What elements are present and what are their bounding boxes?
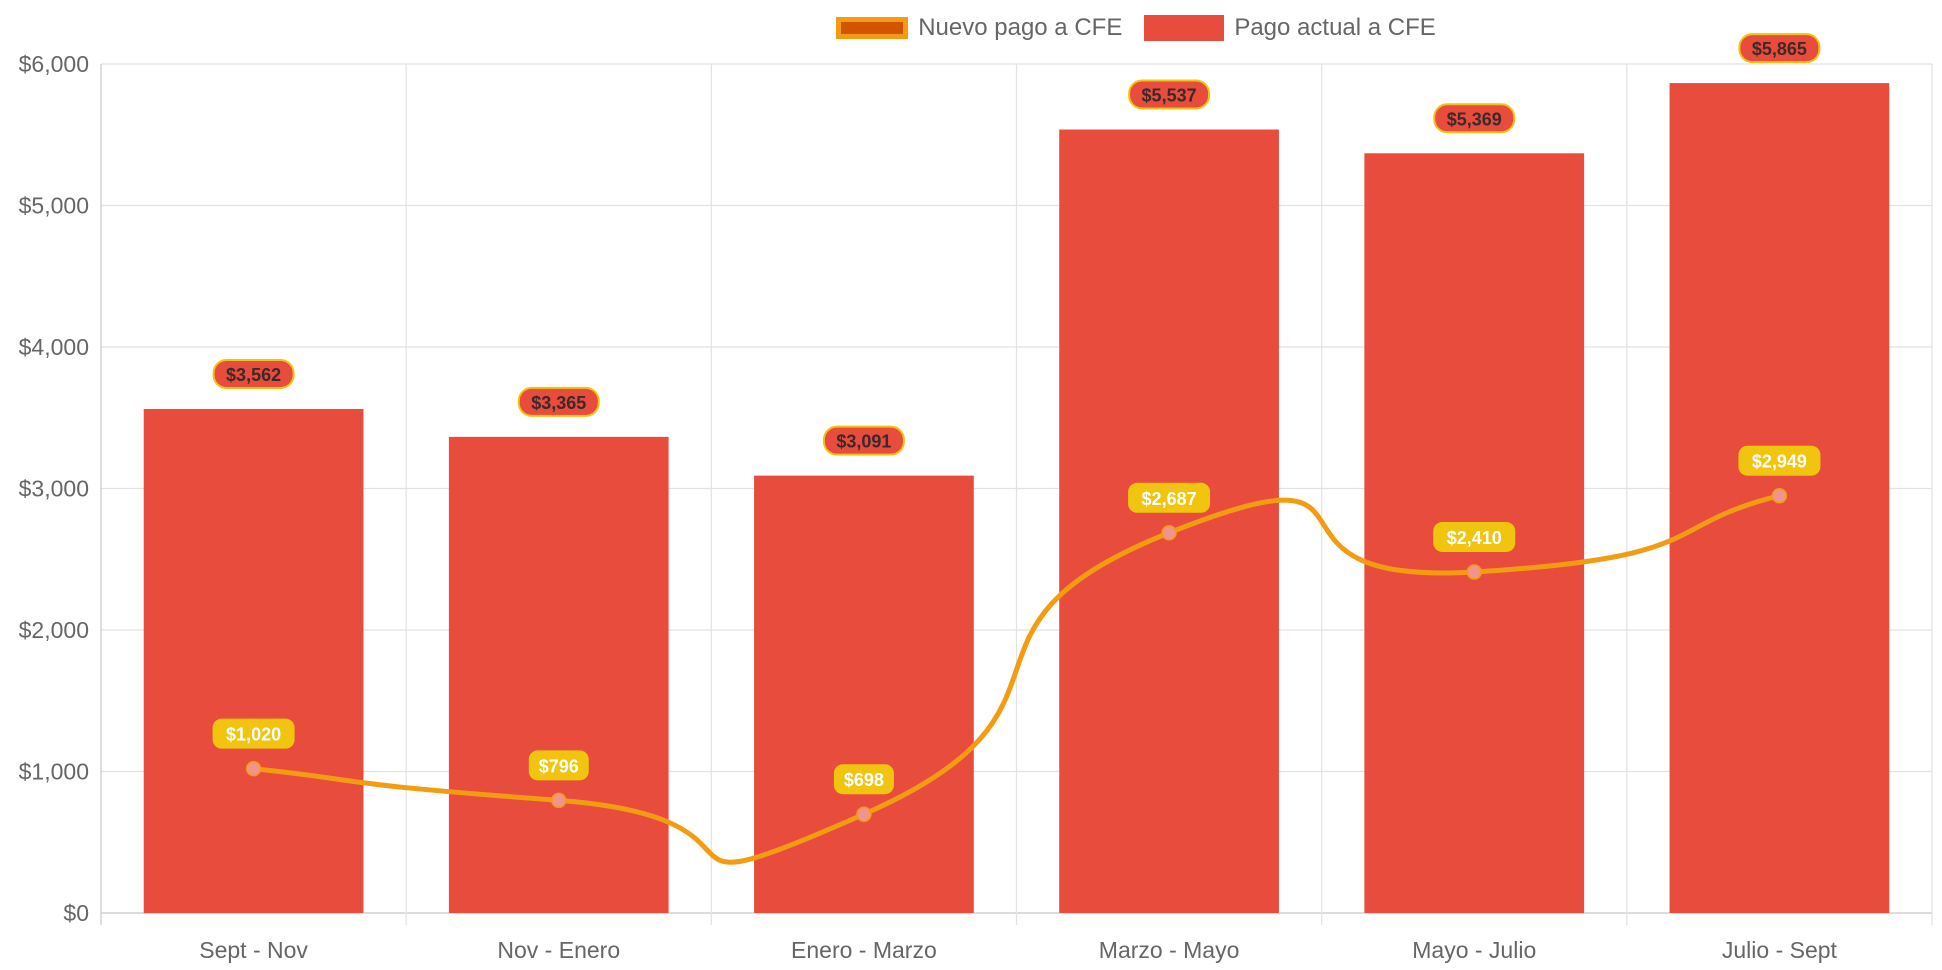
bar-value-label: $5,537: [1142, 86, 1197, 106]
bar: [1059, 129, 1279, 913]
legend-label-pago-actual: Pago actual a CFE: [1234, 14, 1436, 41]
bar: [143, 408, 364, 913]
line-value-label-bg: [212, 718, 295, 749]
y-tick-label: $6,000: [19, 51, 89, 77]
legend-item-pago-actual[interactable]: Pago actual a CFE: [1144, 14, 1436, 42]
bar-value-label-bg: [1738, 33, 1821, 64]
line-point: [856, 806, 872, 822]
legend-swatch-bar: [1144, 15, 1225, 41]
y-tick-label: $1,000: [19, 759, 89, 785]
line-point: [1771, 487, 1788, 504]
x-tick-label: Nov - Enero: [497, 937, 620, 963]
bar-value-label: $5,865: [1752, 39, 1807, 59]
line-point: [551, 792, 567, 809]
bar-value-label: $3,365: [531, 393, 586, 413]
line-value-label: $698: [844, 770, 884, 790]
bar: [754, 475, 974, 913]
y-tick-label: $2,000: [19, 617, 89, 643]
line-value-label: $2,410: [1447, 528, 1502, 548]
line-value-label: $1,020: [226, 725, 281, 745]
line-value-label: $796: [539, 756, 579, 776]
y-tick-label: $3,000: [19, 476, 89, 502]
bar-value-label-bg: [1128, 79, 1211, 110]
x-tick-label: Sept - Nov: [199, 937, 308, 963]
line-value-label-bg: [1433, 521, 1516, 552]
legend-item-nuevo-pago[interactable]: Nuevo pago a CFE: [506, 14, 1122, 42]
bar-value-label-bg: [517, 386, 600, 417]
bar-value-label: $3,091: [836, 432, 891, 452]
bar-value-label-bg: [212, 358, 295, 389]
line-value-label-bg: [528, 750, 589, 781]
x-tick-label: Julio - Sept: [1722, 937, 1838, 963]
line-point: [1466, 564, 1482, 580]
x-tick-label: Enero - Marzo: [791, 937, 937, 963]
legend-swatch-line: [836, 17, 909, 39]
bar-value-label: $3,562: [226, 365, 281, 385]
bar-value-label-bg: [822, 425, 905, 456]
bar-value-label-bg: [1433, 103, 1516, 134]
line-point: [1161, 525, 1177, 541]
line-value-label-bg: [833, 764, 894, 795]
line-value-label-bg: [1128, 482, 1211, 513]
bar: [448, 436, 669, 913]
y-tick-label: $0: [63, 900, 89, 926]
legend: Nuevo pago a CFE Pago actual a CFE: [0, 14, 1942, 42]
line-value-label-bg: [1738, 445, 1821, 476]
y-tick-label: $4,000: [19, 334, 89, 360]
x-tick-label: Marzo - Mayo: [1099, 937, 1240, 963]
legend-label-nuevo-pago: Nuevo pago a CFE: [918, 14, 1123, 41]
line-value-label: $2,949: [1752, 452, 1807, 472]
line-value-label: $2,687: [1142, 489, 1197, 509]
y-tick-label: $5,000: [19, 193, 89, 219]
x-tick-label: Mayo - Julio: [1412, 937, 1536, 963]
bar-value-label: $5,369: [1447, 109, 1502, 129]
line-point: [245, 760, 262, 777]
